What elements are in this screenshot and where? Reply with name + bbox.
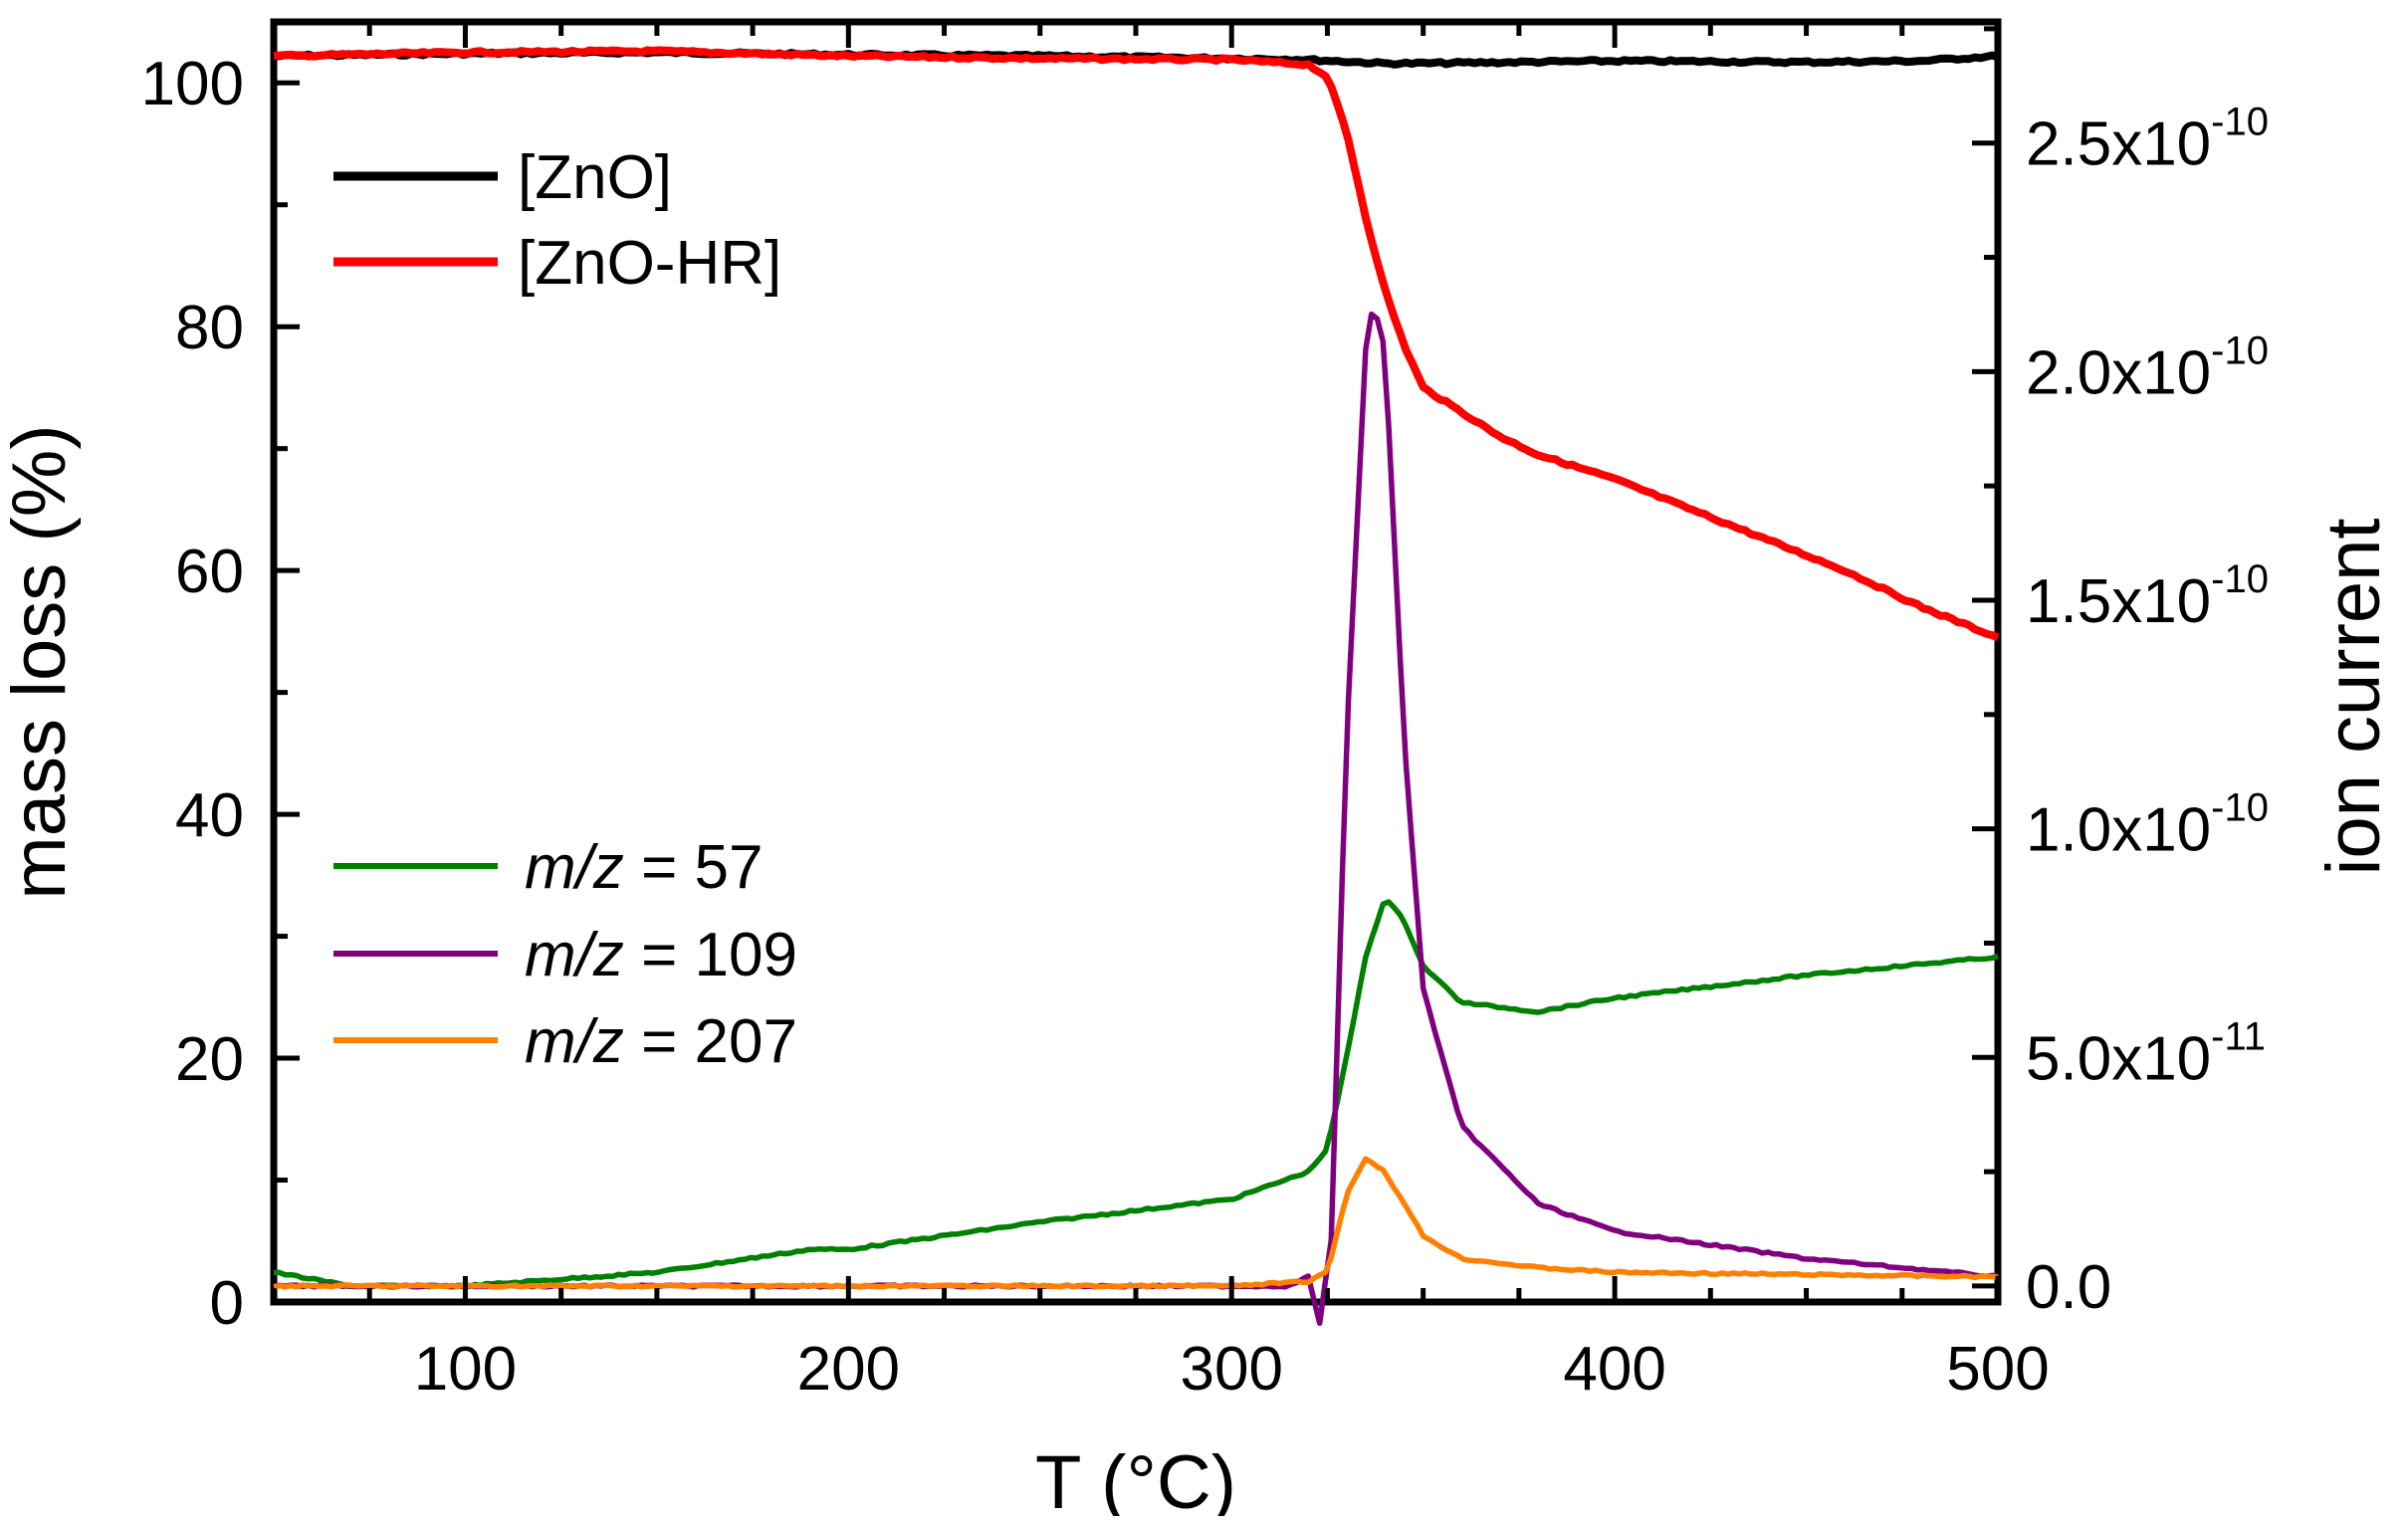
y-right-tick-label: 1.5x10-10 (2026, 557, 2269, 636)
series-line-2 (273, 899, 1999, 1290)
legend-label-mz109: m/z = 109 (525, 921, 797, 989)
x-tick-label: 200 (797, 1335, 900, 1404)
y-right-tick-label: 2.5x10-10 (2026, 101, 2269, 179)
series-layer (273, 46, 2000, 1327)
ticks-layer: 100 200 300 400 500 0 20 40 60 80 100 0.0 5.0x10-11 1… (141, 22, 2269, 1404)
legend-label-zno-hr: [ZnO-HR] (518, 229, 781, 298)
y-left-tick-label: 100 (141, 50, 244, 118)
series-line-3 (273, 311, 1999, 1327)
series-line-4 (273, 1156, 1999, 1290)
legend-label-mz57: m/z = 57 (525, 833, 764, 902)
y-left-tick-label: 40 (175, 781, 244, 850)
y-right-tick-label: 2.0x10-10 (2026, 328, 2269, 407)
y-right-tick-label: 0.0 (2026, 1253, 2111, 1322)
y-right-tick-label: 1.0x10-10 (2026, 786, 2269, 865)
legend-ion: m/z = 57 m/z = 109 m/z = 207 (333, 833, 797, 1076)
x-tick-label: 100 (414, 1335, 517, 1404)
x-tick-label: 400 (1563, 1335, 1665, 1404)
y-left-tick-label: 80 (175, 294, 244, 362)
y-right-tick-label: 5.0x10-11 (2026, 1014, 2266, 1093)
x-axis-title: T (°C) (1035, 1440, 1236, 1516)
x-tick-label: 300 (1180, 1335, 1282, 1404)
y-left-tick-label: 0 (210, 1269, 244, 1338)
legend-label-mz207: m/z = 207 (525, 1007, 797, 1076)
y-right-axis-title: ion current (2311, 518, 2396, 875)
y-left-tick-label: 60 (175, 538, 244, 606)
y-left-axis-title: mass loss (%) (0, 424, 82, 899)
x-tick-label: 500 (1946, 1335, 2049, 1404)
series-line-1 (273, 46, 2000, 642)
y-left-tick-label: 20 (175, 1025, 244, 1094)
plot-frame (270, 18, 2002, 1306)
legend-label-zno: [ZnO] (518, 143, 672, 212)
legend-mass: [ZnO] [ZnO-HR] (333, 143, 781, 298)
